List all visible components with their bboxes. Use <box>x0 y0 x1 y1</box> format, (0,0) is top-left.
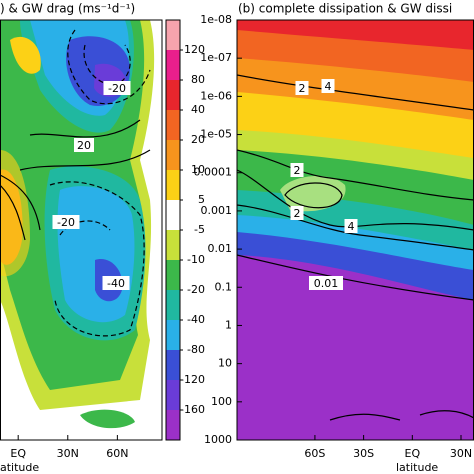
colorbar-segment <box>166 80 180 110</box>
colorbar-label: -160 <box>180 403 205 416</box>
colorbar-label: -120 <box>180 373 205 386</box>
colorbar-segment <box>166 410 180 440</box>
colorbar-segment <box>166 50 180 80</box>
contour-label-box <box>103 81 131 95</box>
contour-label-box <box>321 79 335 93</box>
y-tick-label: 1000 <box>204 433 232 446</box>
colorbar-label: -20 <box>187 283 205 296</box>
contour-label-box <box>102 276 130 290</box>
x-tick-label: 30N <box>450 447 472 460</box>
colorbar-label: 120 <box>184 43 205 56</box>
colorbar-label: 20 <box>191 133 205 146</box>
y-tick-label: 0.01 <box>208 242 233 255</box>
colorbar-label: -40 <box>187 313 205 326</box>
contour-label-box <box>295 81 309 95</box>
contour-label-box <box>290 163 304 177</box>
contour-label: 20 <box>77 139 91 152</box>
colorbar-label: 5 <box>198 193 205 206</box>
y-tick-label: 100 <box>211 395 232 408</box>
contour-label: 2 <box>294 207 301 220</box>
colorbar-segment <box>166 230 180 260</box>
colorbar-label: -10 <box>187 253 205 266</box>
contour-label: -20 <box>108 82 126 95</box>
y-tick-label: 10 <box>218 357 232 370</box>
x-tick-label: 30S <box>353 447 374 460</box>
contour-label-box <box>290 206 304 220</box>
colorbar-segment <box>166 350 180 380</box>
contour-label: 2 <box>294 164 301 177</box>
right-x-label: latitude <box>396 461 438 474</box>
y-tick-label: 1e-05 <box>200 128 232 141</box>
colorbar-segment <box>166 320 180 350</box>
y-tick-label: 1e-07 <box>200 51 232 64</box>
colorbar-segment <box>166 20 180 50</box>
contour-label-box <box>309 276 343 290</box>
colorbar-segment <box>166 110 180 140</box>
left-field <box>0 20 162 440</box>
colorbar-segment <box>166 290 180 320</box>
contour-label-box <box>52 215 80 229</box>
left-x-label: atitude <box>0 461 39 474</box>
left-title: ) & GW drag (ms⁻¹d⁻¹) <box>0 2 135 16</box>
colorbar-segment <box>166 140 180 170</box>
colorbar-label: -5 <box>194 223 205 236</box>
x-tick-label: 60S <box>304 447 325 460</box>
contour-label-box <box>344 219 358 233</box>
contour-label: 4 <box>348 220 355 233</box>
colorbar-label: 40 <box>191 103 205 116</box>
contour-label: -20 <box>57 216 75 229</box>
colorbar-label: 10 <box>191 163 205 176</box>
x-tick-label: EQ <box>405 447 421 460</box>
colorbar-segment <box>166 380 180 410</box>
x-tick-label: EQ <box>10 447 26 460</box>
y-tick-label: 1e-08 <box>200 13 232 26</box>
contour-label-box <box>74 138 94 152</box>
colorbar-segment <box>166 200 180 230</box>
y-tick-label: 1 <box>225 318 232 331</box>
y-tick-label: 0.0001 <box>194 166 233 179</box>
contour-label: 0.01 <box>314 277 339 290</box>
right-title: (b) complete dissipation & GW dissi <box>238 2 452 16</box>
left-frame <box>0 19 163 441</box>
contour-label: 4 <box>325 80 332 93</box>
colorbar-label: -80 <box>187 343 205 356</box>
colorbar-segment <box>166 260 180 290</box>
colorbar-segment <box>166 170 180 200</box>
y-tick-label: 0.1 <box>215 280 233 293</box>
colorbar-label: 80 <box>191 73 205 86</box>
x-tick-label: 60N <box>106 447 128 460</box>
y-tick-label: 1e-06 <box>200 89 232 102</box>
y-tick-label: 0.001 <box>201 204 233 217</box>
contour-label: -40 <box>107 277 125 290</box>
contour-label: 2 <box>299 82 306 95</box>
x-tick-label: 30N <box>57 447 79 460</box>
